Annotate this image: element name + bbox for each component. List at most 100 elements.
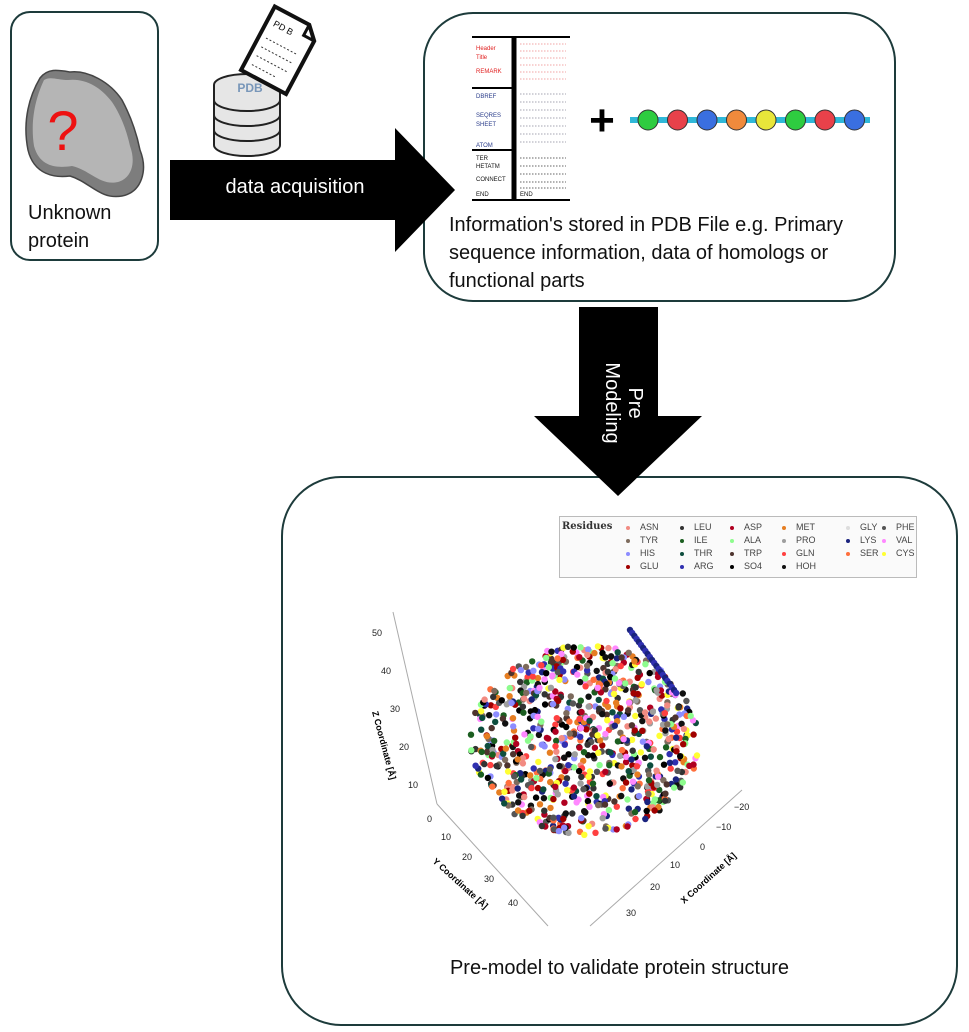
- residue-point: [639, 727, 646, 734]
- residue-point: [554, 669, 562, 676]
- residue-point: [577, 780, 584, 787]
- legend-item: CYS: [882, 547, 915, 560]
- residue-point: [520, 709, 527, 716]
- legend-item: THR: [680, 547, 713, 560]
- residue-point: [529, 658, 536, 665]
- legend-label: THR: [694, 548, 713, 558]
- residue-point: [633, 763, 641, 770]
- legend-item: ARG: [680, 560, 714, 573]
- residue-point: [546, 749, 554, 756]
- residue-point: [634, 771, 641, 778]
- residue-point: [589, 780, 597, 787]
- residue-point: [602, 768, 609, 775]
- residue-point: [517, 678, 524, 686]
- residue-point: [526, 807, 533, 814]
- residue-point: [558, 735, 565, 742]
- residue-point: [611, 798, 618, 805]
- residue-point: [618, 746, 626, 754]
- residue-point: [493, 711, 500, 718]
- residue-point: [565, 751, 572, 758]
- residue-point: [519, 760, 527, 767]
- z-tick: 30: [390, 704, 400, 714]
- residue-point: [578, 773, 585, 781]
- legend-label: GLU: [640, 561, 659, 571]
- residue-point: [574, 671, 581, 678]
- residue-point: [673, 728, 681, 735]
- residue-point: [558, 650, 565, 658]
- residue-point: [672, 759, 679, 766]
- residue-point: [605, 806, 613, 814]
- residue-point: [625, 649, 632, 656]
- residue-point: [617, 729, 624, 736]
- residue-point: [664, 702, 671, 709]
- residue-point: [610, 690, 618, 698]
- residue-point: [667, 765, 674, 772]
- z-tick: 0: [427, 814, 432, 824]
- residue-point: [536, 684, 543, 691]
- residue-point: [631, 808, 639, 816]
- residue-point: [607, 749, 614, 756]
- residue-point: [593, 793, 600, 800]
- residue-point: [565, 762, 572, 769]
- residue-point: [651, 796, 659, 803]
- y-tick: 20: [462, 852, 472, 862]
- residue-point: [582, 675, 589, 682]
- residue-point: [647, 762, 654, 769]
- residue-point: [489, 751, 496, 758]
- scatter-3d-axes: [392, 611, 743, 927]
- residue-point: [584, 646, 592, 653]
- residue-point: [592, 829, 599, 836]
- residue-point: [606, 762, 613, 769]
- residue-point: [629, 747, 636, 754]
- residue-point: [615, 679, 623, 687]
- residue-point: [643, 743, 650, 750]
- residue-point: [552, 721, 559, 728]
- legend-dot: [626, 564, 630, 569]
- legend-item: ASP: [730, 521, 762, 534]
- residue-point: [583, 667, 591, 674]
- residue-point: [528, 743, 535, 751]
- residue-point: [553, 737, 560, 744]
- scatter-axis-ticks: 50 40 30 20 10 0 0 10 20 30 40 −20 −10 0…: [372, 628, 749, 918]
- data-acquisition-label: data acquisition: [225, 176, 365, 198]
- legend-item: GLN: [782, 547, 815, 560]
- residue-point: [534, 725, 542, 733]
- x-tick: −10: [716, 822, 731, 832]
- residue-point: [556, 676, 563, 684]
- data-acquisition-arrow: [170, 128, 455, 252]
- residue-point: [500, 750, 507, 757]
- residue-point: [642, 661, 649, 668]
- residue-point: [578, 814, 585, 822]
- residue-point: [594, 643, 602, 650]
- residue-point: [614, 649, 621, 656]
- residue-point: [653, 767, 660, 774]
- residue-point: [472, 709, 479, 717]
- residue-point: [590, 785, 597, 792]
- residue-point: [510, 723, 517, 730]
- residue-point: [580, 786, 587, 793]
- residue-point: [645, 790, 652, 798]
- legend-dot: [782, 551, 786, 556]
- residue-point: [679, 779, 686, 786]
- residue-point: [513, 740, 520, 748]
- residue-point: [656, 732, 663, 739]
- residue-point: [577, 724, 585, 732]
- legend-label: ILE: [694, 535, 708, 545]
- record-header: Header: [476, 46, 496, 52]
- record-title: Title: [476, 55, 488, 61]
- premodel-caption: Pre-model to validate protein structure: [449, 957, 790, 979]
- residue-point: [477, 708, 485, 715]
- residue-point: [594, 732, 601, 739]
- residue-point: [502, 745, 510, 752]
- residue-point: [570, 764, 578, 771]
- legend-item: MET: [782, 521, 815, 534]
- residue-point: [652, 715, 660, 722]
- residue-point: [645, 777, 653, 784]
- residue-point: [644, 798, 651, 806]
- residue-point: [604, 668, 612, 675]
- residue-point: [562, 767, 569, 775]
- residue-point: [542, 654, 550, 662]
- residue-point: [540, 795, 548, 802]
- residue-point: [552, 743, 559, 750]
- residue-point: [582, 683, 589, 690]
